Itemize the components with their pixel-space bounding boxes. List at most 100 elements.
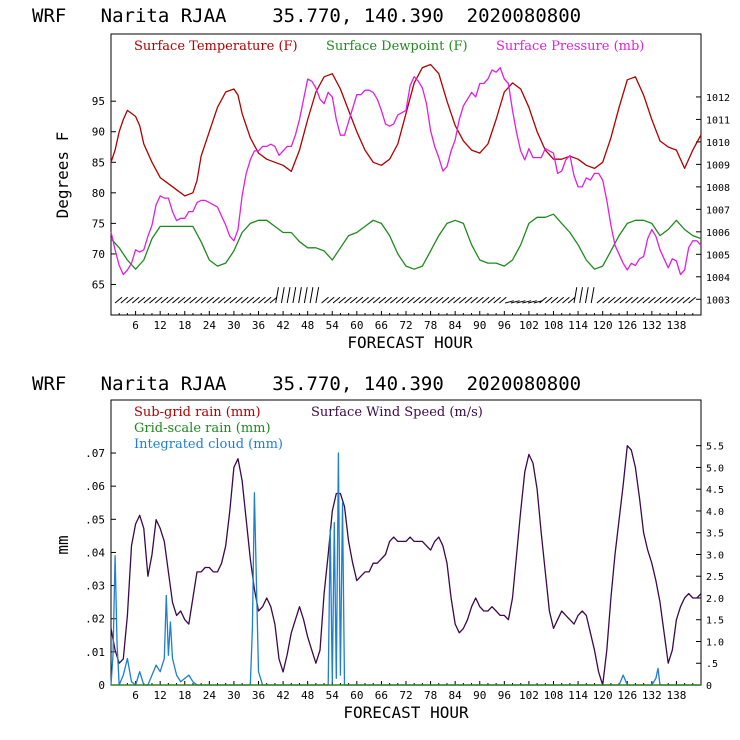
bottom-x-tick-label: 132 [642, 689, 662, 702]
wind-barb [349, 296, 358, 304]
bottom-y-tick-label: .02 [85, 613, 105, 626]
top-y-tick-label: 85 [92, 156, 105, 169]
wind-barb [298, 287, 302, 304]
wind-barb [424, 296, 433, 304]
wind-barb [315, 287, 320, 304]
legend-pressure: Surface Pressure (mb) [496, 39, 644, 54]
wind-barb [195, 296, 203, 304]
top-x-axis-label: FORECAST HOUR [347, 333, 473, 352]
wind-barb [418, 296, 427, 304]
bottom-x-tick-label: 24 [203, 689, 217, 702]
wind-barb [665, 296, 674, 304]
wind-barb [556, 296, 565, 304]
wind-barb [458, 296, 467, 304]
wind-barb [653, 296, 662, 304]
top-right-y-tick-label: 1008 [706, 183, 730, 194]
wind-barb [584, 287, 589, 304]
bottom-x-tick-label: 138 [666, 689, 686, 702]
top-x-tick-label: 24 [203, 319, 217, 332]
bottom-right-y-tick-label: 5.0 [706, 463, 724, 474]
legend-temperature: Surface Temperature (F) [134, 39, 298, 54]
wind-barb [223, 296, 232, 304]
wind-barb [384, 296, 392, 304]
legend-gridscale-rain: Grid-scale rain (mm) [134, 421, 271, 436]
wind-barb [682, 296, 691, 304]
wind-barb [413, 296, 421, 304]
wind-barb [206, 296, 215, 304]
bottom-right-y-tick-label: 4.5 [706, 485, 724, 496]
wind-barb [183, 296, 192, 304]
bottom-x-tick-label: 60 [350, 689, 363, 702]
top-x-tick-label: 42 [276, 319, 289, 332]
wind-barb [332, 296, 341, 304]
bottom-x-tick-label: 96 [498, 689, 511, 702]
wind-barb [407, 296, 415, 304]
wind-barb [516, 300, 526, 304]
wind-barb [533, 300, 543, 304]
bottom-x-tick-label: 48 [301, 689, 314, 702]
wind-barb [240, 296, 249, 304]
bottom-x-tick-label: 78 [424, 689, 437, 702]
wind-barb [401, 296, 410, 304]
wind-barb [229, 296, 238, 304]
bottom-x-tick-label: 12 [154, 689, 167, 702]
bottom-y-tick-label: .01 [85, 646, 105, 659]
wind-barb [522, 300, 532, 304]
top-header: WRF Narita RJAA 35.770, 140.390 20200808… [32, 5, 581, 27]
wind-barb [200, 296, 209, 304]
wind-barb [338, 296, 347, 304]
top-y-tick-label: 65 [92, 278, 105, 291]
wind-barb [114, 296, 123, 304]
legend-integrated-cloud: Integrated cloud (mm) [134, 437, 283, 452]
bottom-y-tick-label: 0 [98, 679, 105, 692]
wind-barb [487, 296, 496, 304]
wind-barb [481, 296, 490, 304]
bottom-legend: Sub-grid rain (mm) Grid-scale rain (mm) … [134, 405, 483, 452]
wind-barb [648, 296, 656, 304]
legend-subgrid-rain: Sub-grid rain (mm) [134, 405, 261, 420]
top-right-y-tick-label: 1007 [706, 205, 730, 216]
wind-barb [527, 300, 537, 304]
wind-barb [275, 287, 279, 304]
wind-barb [671, 296, 679, 304]
bottom-x-tick-label: 84 [449, 689, 463, 702]
top-right-y-tick-label: 1003 [706, 295, 730, 306]
wind-barb [464, 296, 473, 304]
wind-barb [453, 296, 461, 304]
wind-barbs [114, 287, 696, 304]
bottom-y-tick-label: .07 [85, 447, 105, 460]
wind-barb [688, 296, 696, 304]
wind-barb [280, 287, 285, 304]
wind-barb [590, 287, 595, 304]
bottom-right-y-tick-label: 2.5 [706, 572, 724, 583]
wind-barb [218, 296, 226, 304]
top-x-tick-label: 126 [617, 319, 637, 332]
bottom-right-y-tick-label: 3.5 [706, 529, 724, 540]
wind-barb [172, 296, 180, 304]
wind-barb [212, 296, 220, 304]
top-x-tick-label: 48 [301, 319, 314, 332]
wind-barb [619, 296, 628, 304]
bottom-x-tick-label: 36 [252, 689, 265, 702]
bottom-right-y-tick-label: 1.0 [706, 637, 724, 648]
bottom-right-y-tick-label: 4.0 [706, 507, 724, 518]
top-right-y-tick-label: 1009 [706, 160, 730, 171]
wind-barb [493, 296, 501, 304]
top-series-pressure [110, 67, 702, 276]
wind-barb [286, 287, 291, 304]
bottom-y-axis-label: mm [53, 535, 72, 554]
top-x-tick-label: 102 [519, 319, 539, 332]
wind-barb [539, 296, 547, 304]
bottom-y-tick-label: .04 [85, 546, 105, 559]
top-x-tick-label: 66 [375, 319, 388, 332]
wind-barb [470, 296, 478, 304]
top-x-tick-label: 60 [350, 319, 363, 332]
bottom-x-tick-label: 66 [375, 689, 388, 702]
wind-barb [252, 296, 261, 304]
wind-barb [149, 296, 157, 304]
bottom-right-y-tick-label: 2.0 [706, 594, 724, 605]
wind-barb [596, 296, 605, 304]
bottom-x-axis-label: FORECAST HOUR [343, 703, 469, 722]
bottom-y-tick-label: .03 [85, 580, 105, 593]
top-y-tick-label: 95 [92, 95, 105, 108]
